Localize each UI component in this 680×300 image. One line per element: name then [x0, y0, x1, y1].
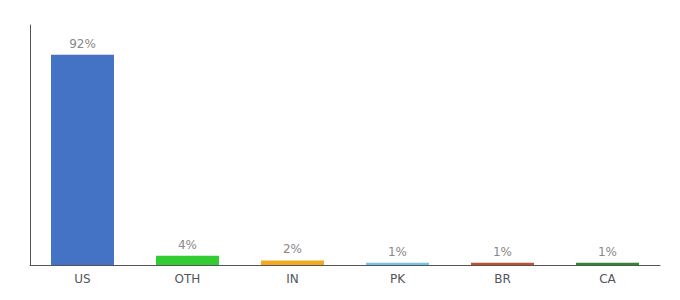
svg-text:1%: 1%: [493, 245, 512, 259]
svg-text:US: US: [74, 272, 90, 286]
svg-text:OTH: OTH: [175, 272, 201, 286]
svg-text:BR: BR: [494, 272, 511, 286]
svg-text:CA: CA: [599, 272, 616, 286]
svg-text:4%: 4%: [178, 238, 197, 252]
svg-text:1%: 1%: [598, 245, 617, 259]
svg-text:IN: IN: [286, 272, 299, 286]
svg-text:92%: 92%: [69, 37, 96, 51]
svg-text:PK: PK: [390, 272, 406, 286]
svg-text:2%: 2%: [283, 242, 302, 256]
svg-text:1%: 1%: [388, 245, 407, 259]
